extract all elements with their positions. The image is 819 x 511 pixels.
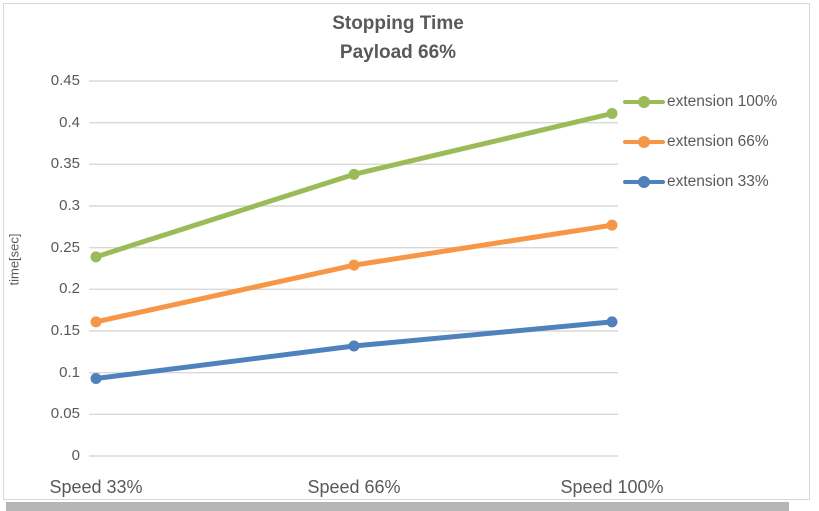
y-axis-title: time[sec] [6,233,22,286]
legend-entry[interactable]: extension 66% [623,132,769,152]
y-axis-tick-label: 0.25 [50,238,80,256]
y-axis-tick-label: 0.15 [50,322,80,339]
chart-title-line1: Stopping Time [332,13,464,34]
legend-entry[interactable]: extension 100% [623,92,777,112]
legend-label: extension 100% [667,93,778,110]
legend-line-marker-icon [623,132,665,152]
data-point-marker[interactable] [348,259,360,271]
data-point-marker[interactable] [90,251,102,263]
y-axis-tick-label: 0.2 [59,280,80,298]
worksheet-strip [6,502,789,511]
data-point-marker[interactable] [90,316,102,328]
legend-label: extension 66% [667,133,769,150]
y-axis-tick-label: 0.45 [50,72,80,89]
data-point-marker[interactable] [348,340,360,352]
data-point-marker[interactable] [348,168,360,180]
data-point-marker[interactable] [606,219,618,231]
series-line[interactable] [93,222,615,325]
data-point-marker[interactable] [90,373,102,384]
legend-line-marker-icon [623,172,665,192]
legend-label: extension 33% [667,173,769,190]
legend-line-marker-icon [623,92,665,112]
y-axis-tick-label: 0.35 [50,155,80,173]
x-axis-category-label: Speed 33% [49,477,143,497]
y-axis-tick-label: 0 [71,447,80,464]
legend-entry[interactable]: extension 33% [623,172,769,192]
x-axis-category-label: Speed 100% [560,477,664,497]
data-point-marker[interactable] [606,108,618,119]
y-axis-tick-label: 0.4 [59,113,80,131]
y-axis-tick-label: 0.1 [59,363,80,381]
y-axis-tick-label: 0.05 [50,405,80,423]
chart-area[interactable] [3,3,810,500]
chart-title-line2: Payload 66% [339,42,457,63]
x-axis-category-label: Speed 66% [307,477,401,497]
chart-title: Stopping Time Payload 66% [0,9,796,67]
y-axis-tick-label: 0.3 [59,197,80,214]
data-point-marker[interactable] [606,316,618,328]
